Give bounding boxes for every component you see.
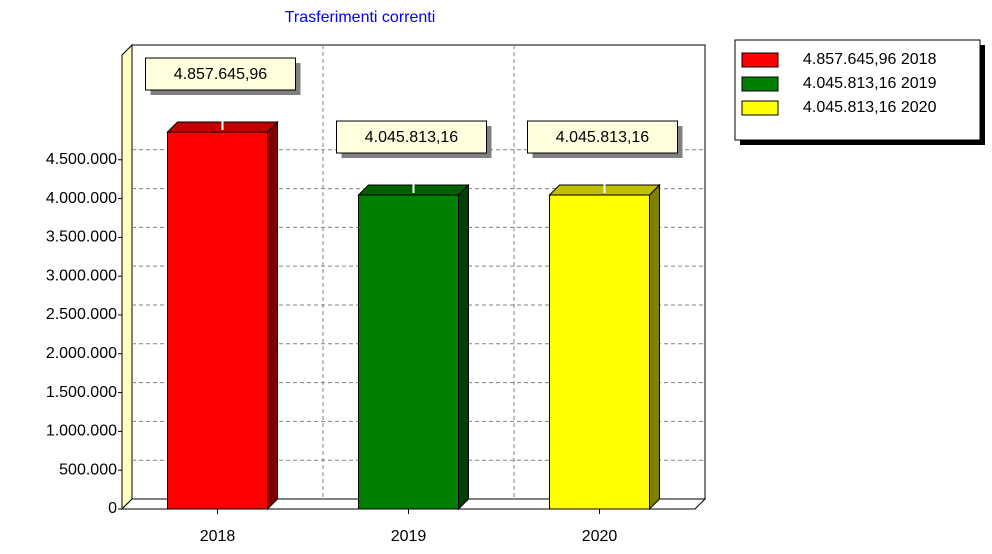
label-box (336, 120, 487, 154)
x-tick-label: 2018 (200, 528, 236, 545)
label-box (145, 57, 296, 91)
bar-side (458, 183, 469, 511)
legend-label: 4.045.813,16 2019 (803, 75, 937, 92)
y-tick-label: 2.000.000 (46, 345, 117, 362)
legend-value: 4.857.645,96 (803, 51, 897, 68)
legend-swatch (741, 76, 779, 92)
legend-value: 4.045.813,16 (803, 99, 897, 116)
legend-label: 4.045.813,16 2020 (803, 99, 937, 116)
legend-swatch (741, 52, 779, 68)
legend-swatch (741, 100, 779, 116)
y-tick-label: 2.500.000 (46, 306, 117, 323)
x-tick-label: 2020 (582, 528, 618, 545)
bar (358, 194, 459, 510)
y-tick-label: 3.000.000 (46, 267, 117, 284)
y-tick-label: 3.500.000 (46, 229, 117, 246)
x-tick-label: 2019 (391, 528, 427, 545)
y-tick-label: 4.000.000 (46, 190, 117, 207)
y-tick-label: 500.000 (59, 461, 117, 478)
chart-title: Trasferimenti correnti (285, 9, 436, 26)
value-label: 4.857.645,96 (174, 66, 268, 83)
left-wall (121, 43, 133, 511)
label-box (527, 120, 678, 154)
bar-side (267, 120, 278, 511)
value-label: 4.045.813,16 (556, 129, 650, 146)
bar-side (649, 183, 660, 511)
value-label: 4.045.813,16 (365, 129, 459, 146)
legend-label: 4.857.645,96 2018 (803, 51, 937, 68)
bar (549, 194, 650, 510)
legend-category: 2020 (901, 99, 937, 116)
bar (167, 131, 268, 510)
y-tick-label: 1.000.000 (46, 423, 117, 440)
legend-category: 2019 (901, 75, 937, 92)
legend-category: 2018 (901, 51, 937, 68)
y-tick-label: 0 (108, 500, 117, 517)
legend-value: 4.045.813,16 (803, 75, 897, 92)
y-tick-label: 1.500.000 (46, 384, 117, 401)
y-tick-label: 4.500.000 (46, 151, 117, 168)
